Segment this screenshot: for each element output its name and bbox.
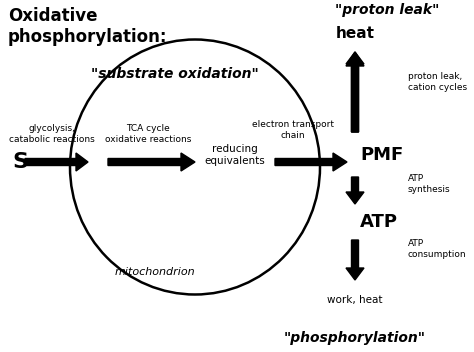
Text: proton leak,
cation cycles: proton leak, cation cycles: [408, 72, 467, 92]
Text: S: S: [12, 152, 28, 172]
Text: Oxidative
phosphorylation:: Oxidative phosphorylation:: [8, 7, 167, 46]
FancyArrow shape: [275, 153, 347, 171]
FancyArrow shape: [108, 153, 195, 171]
Text: reducing
equivalents: reducing equivalents: [205, 144, 265, 166]
FancyArrow shape: [346, 52, 364, 132]
Text: ATP: ATP: [360, 213, 398, 231]
Text: ATP
synthesis: ATP synthesis: [408, 174, 451, 194]
Text: mitochondrion: mitochondrion: [115, 267, 195, 277]
FancyArrow shape: [25, 153, 88, 171]
Text: "phosphorylation": "phosphorylation": [284, 331, 426, 345]
Text: "proton leak": "proton leak": [335, 3, 439, 17]
Text: glycolysis,
catabolic reactions: glycolysis, catabolic reactions: [9, 124, 95, 144]
FancyArrow shape: [346, 240, 364, 280]
Text: heat: heat: [336, 26, 374, 42]
Text: PMF: PMF: [360, 146, 403, 164]
Text: "substrate oxidation": "substrate oxidation": [91, 67, 259, 81]
FancyArrow shape: [346, 177, 364, 204]
Text: electron transport
chain: electron transport chain: [252, 120, 334, 140]
FancyArrow shape: [346, 52, 364, 132]
Text: ATP
consumption: ATP consumption: [408, 239, 466, 259]
Text: work, heat: work, heat: [327, 295, 383, 305]
Text: TCA cycle
oxidative reactions: TCA cycle oxidative reactions: [105, 124, 191, 144]
